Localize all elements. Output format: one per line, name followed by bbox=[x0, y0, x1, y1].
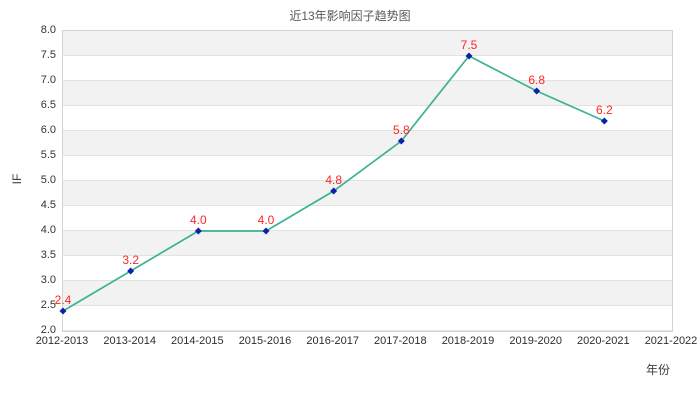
data-point-label: 2.4 bbox=[55, 293, 72, 307]
data-point-marker bbox=[194, 227, 202, 235]
y-axis-tick: 5.5 bbox=[40, 149, 56, 161]
x-axis-tick: 2017-2018 bbox=[374, 335, 427, 347]
y-axis-tick: 2.0 bbox=[40, 324, 56, 336]
y-axis-tick: 2.5 bbox=[40, 299, 56, 311]
x-axis-tick: 2020-2021 bbox=[577, 335, 630, 347]
data-point-label: 4.0 bbox=[258, 213, 275, 227]
data-point-label: 5.8 bbox=[393, 123, 410, 137]
data-point-marker bbox=[127, 267, 135, 275]
chart-title: 近13年影响因子趋势图 bbox=[289, 9, 411, 23]
chart-canvas: 2.4 3.2 4.0 4.0 4.8 5.8 7.5 6.8 6.2 bbox=[55, 38, 613, 315]
data-point-label: 4.0 bbox=[190, 213, 207, 227]
data-point-label: 6.8 bbox=[528, 73, 545, 87]
x-axis-tick: 2014-2015 bbox=[171, 335, 224, 347]
data-point-marker bbox=[262, 227, 270, 235]
y-axis-tick: 4.5 bbox=[40, 199, 56, 211]
data-point-marker bbox=[600, 117, 608, 125]
data-point-label: 6.2 bbox=[596, 103, 613, 117]
y-axis-tick: 6.0 bbox=[40, 124, 56, 136]
y-axis-tick: 5.0 bbox=[40, 174, 56, 186]
x-axis-tick: 2019-2020 bbox=[509, 335, 562, 347]
x-axis-tick: 2015-2016 bbox=[238, 335, 292, 347]
x-axis-tick: 2021-2022 bbox=[644, 335, 698, 347]
data-point-marker bbox=[59, 307, 67, 315]
data-point-label: 3.2 bbox=[122, 253, 139, 267]
data-point-marker bbox=[397, 137, 405, 145]
x-axis-tick: 2013-2014 bbox=[103, 335, 156, 347]
y-axis-tick: 3.0 bbox=[40, 274, 56, 286]
plot-area: 2.4 3.2 4.0 4.0 4.8 5.8 7.5 6.8 6.2 bbox=[55, 30, 673, 332]
y-axis-tick: 3.5 bbox=[40, 249, 56, 261]
data-point-marker bbox=[465, 52, 473, 60]
y-axis-tick: 6.5 bbox=[40, 99, 56, 111]
x-axis-tick: 2012-2013 bbox=[35, 335, 89, 347]
data-point-label: 7.5 bbox=[461, 38, 478, 52]
y-axis-tick: 8.0 bbox=[40, 24, 56, 36]
y-axis-tick: 4.0 bbox=[40, 224, 56, 236]
x-axis-tick: 2018-2019 bbox=[441, 335, 495, 347]
x-axis-title: 年份 bbox=[645, 363, 670, 377]
x-axis-tick: 2016-2017 bbox=[306, 335, 359, 347]
y-axis-tick: 7.5 bbox=[40, 49, 56, 61]
data-point-marker bbox=[330, 187, 338, 195]
y-axis-tick: 7.0 bbox=[40, 74, 56, 86]
data-point-label: 4.8 bbox=[325, 173, 342, 187]
data-point-marker bbox=[533, 87, 541, 95]
